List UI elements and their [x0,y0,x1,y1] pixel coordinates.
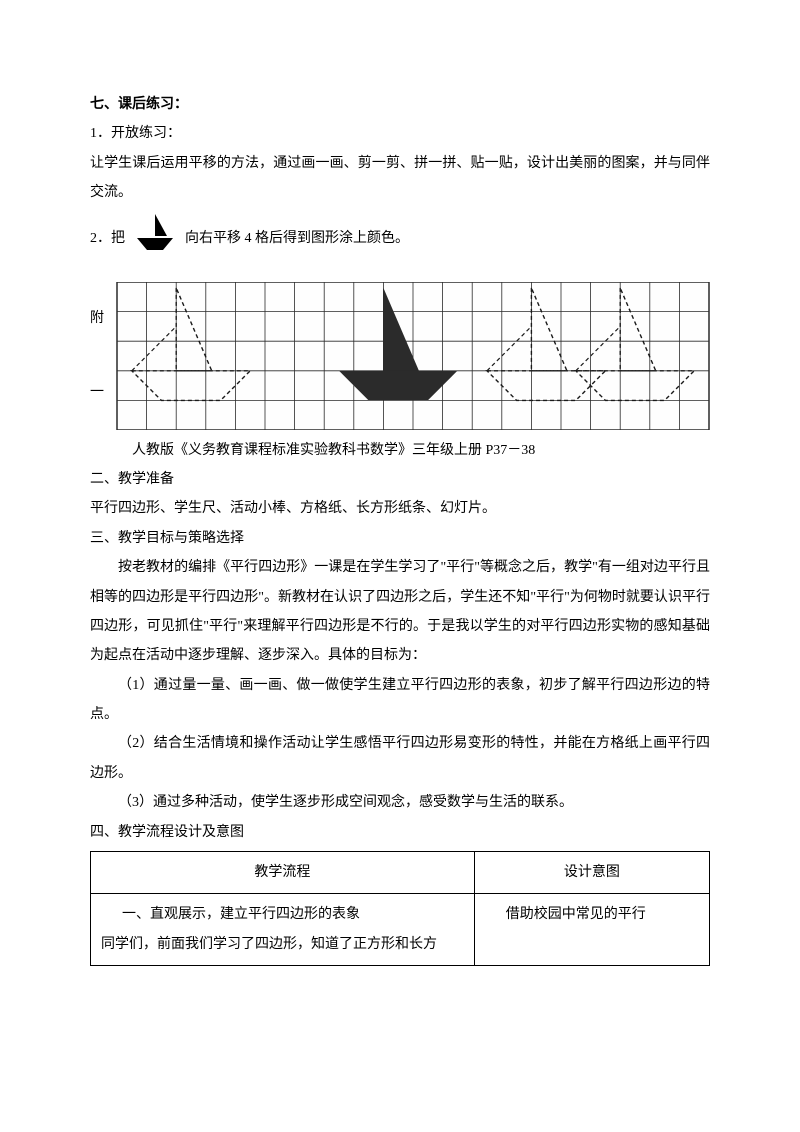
h2: 二、教学准备 [90,465,710,494]
p3-1: 按老教材的编排《平行四边形》一课是在学生学习了"平行"等概念之后，教学"有一组对… [90,553,710,671]
h3: 三、教学目标与策略选择 [90,524,710,553]
table-row: 一、直观展示，建立平行四边形的表象 同学们，前面我们学习了四边形，知道了正方形和… [91,894,710,966]
grid-side-labels: 附 一 [90,304,110,407]
th-intent: 设计意图 [474,852,709,894]
p3-3: （2）结合生活情境和操作活动让学生感悟平行四边形易变形的特性，并能在方格纸上画平… [90,729,710,788]
th-flow: 教学流程 [91,852,475,894]
boat-icon [131,212,179,252]
grid-label-2: 一 [90,378,110,407]
q2-row: 2．把 向右平移 4 格后得到图形涂上颜色。 [90,212,710,254]
p3-4: （3）通过多种活动，使学生逐步形成空间观念，感受数学与生活的联系。 [90,788,710,817]
td-flow: 一、直观展示，建立平行四边形的表象 同学们，前面我们学习了四边形，知道了正方形和… [91,894,475,966]
section-title: 七、课后练习： [90,90,710,119]
table-header-row: 教学流程 设计意图 [91,852,710,894]
grid-label-1: 附 [90,304,110,333]
td-intent-text: 借助校园中常见的平行 [485,900,699,929]
q1-body: 让学生课后运用平移的方法，通过画一画、剪一剪、拼一拼、贴一贴，设计出美丽的图案，… [90,149,710,208]
p2: 平行四边形、学生尺、活动小棒、方格纸、长方形纸条、幻灯片。 [90,494,710,523]
q2-after: 向右平移 4 格后得到图形涂上颜色。 [185,224,409,253]
p3-2: （1）通过量一量、画一画、做一做使学生建立平行四边形的表象，初步了解平行四边形边… [90,671,710,730]
q1-title: 1．开放练习： [90,119,710,148]
td-intent: 借助校园中常见的平行 [474,894,709,966]
flow-table: 教学流程 设计意图 一、直观展示，建立平行四边形的表象 同学们，前面我们学习了四… [90,851,710,966]
h4: 四、教学流程设计及意图 [90,818,710,847]
grid-figure: 附 一 [90,282,710,430]
td-flow-line2: 同学们，前面我们学习了四边形，知道了正方形和长方 [101,930,464,959]
td-flow-line1: 一、直观展示，建立平行四边形的表象 [101,900,464,929]
figure-caption: 人教版《义务教育课程标准实验教科书数学》三年级上册 P37－38 [90,436,710,465]
q2-pre: 2．把 [90,224,125,253]
grid-svg [116,282,710,430]
